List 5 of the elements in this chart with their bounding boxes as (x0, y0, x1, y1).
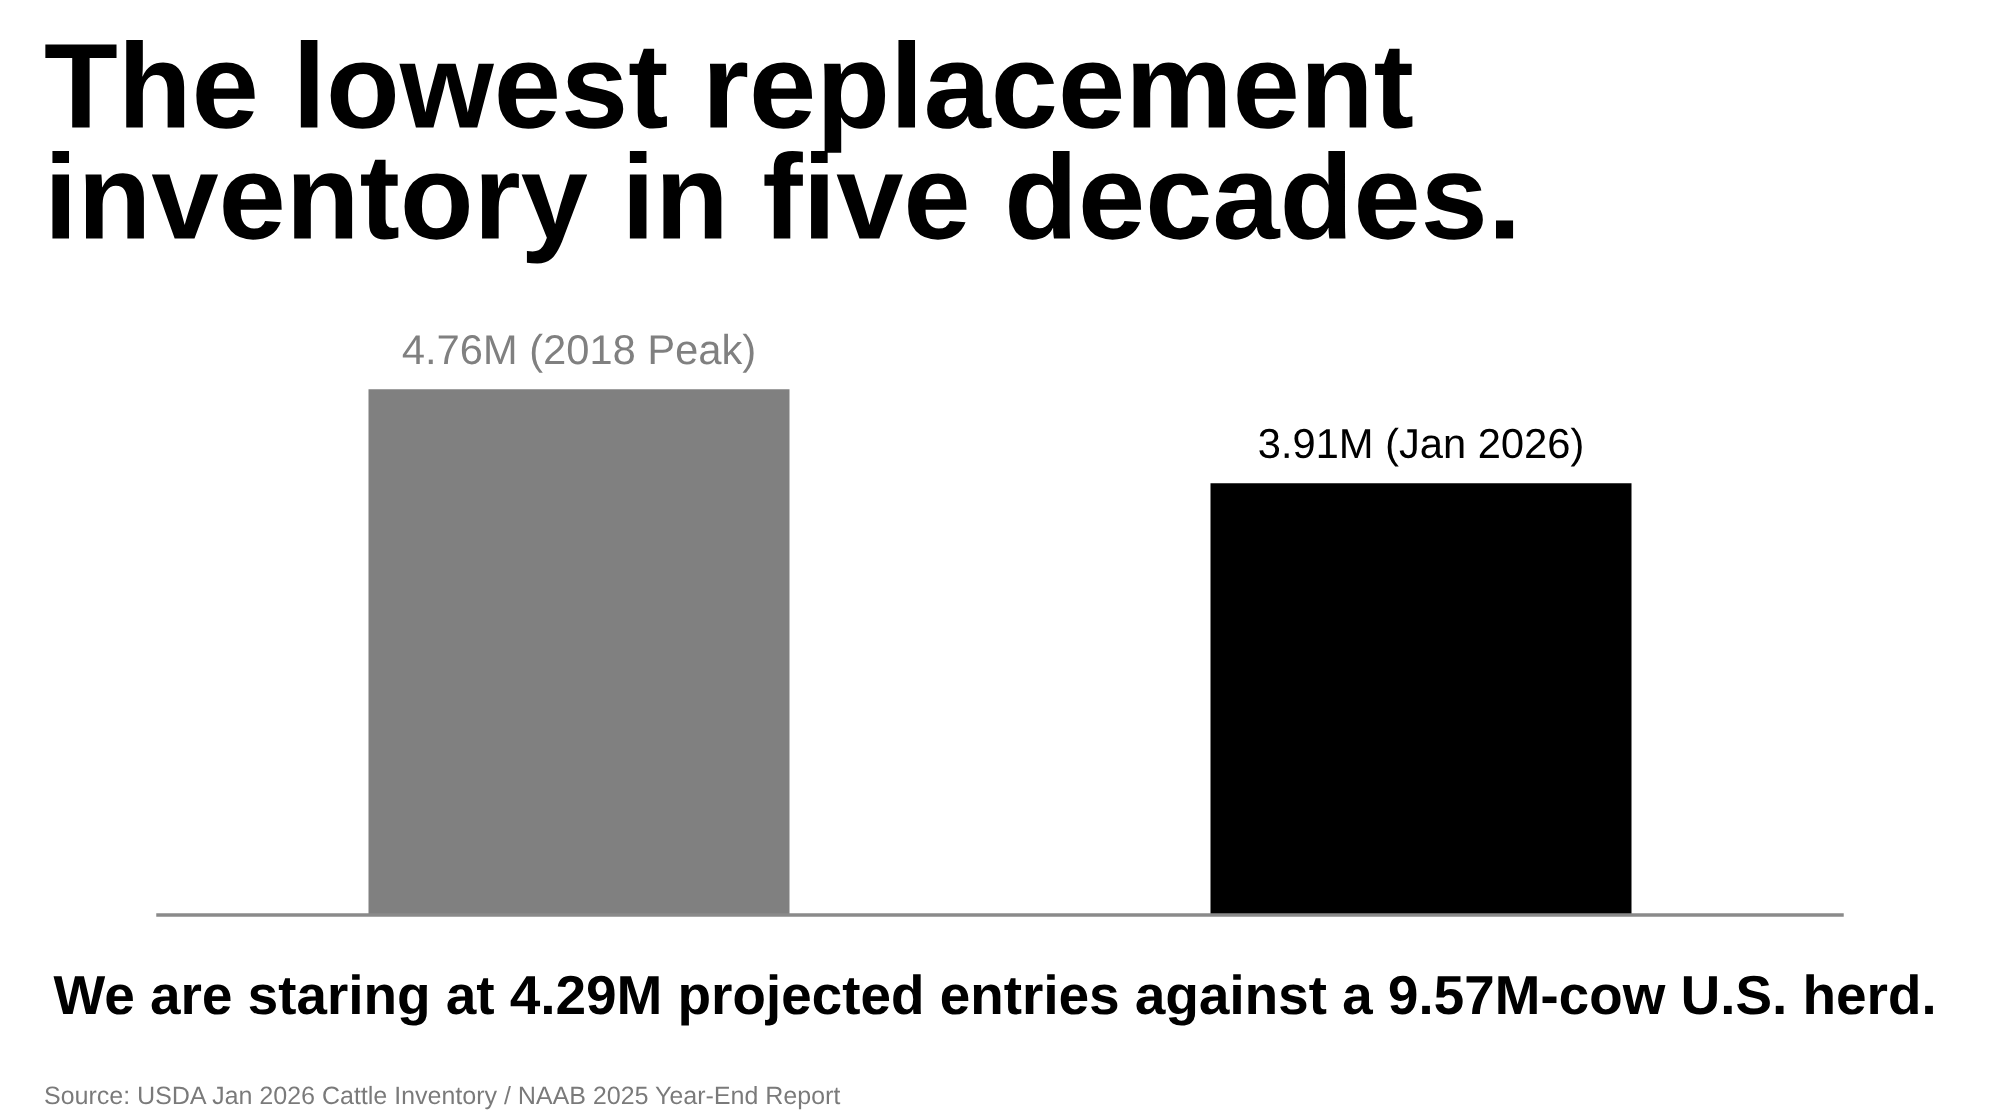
data-label: 3.91M (Jan 2026) (1259, 427, 1582, 467)
chart-title: The lowest replacement inventory in five decades. (45, 40, 1514, 264)
text: We are staring at 4.29M projected entries against a 9.57M-cow U.S. herd. (53, 974, 1933, 1026)
source-note: Source: USDA Jan 2026 Cattle Inventory / NAAB 2025 Year-End Report (45, 1085, 841, 1110)
data-label: 4.76M (2018 Peak) (402, 333, 754, 373)
